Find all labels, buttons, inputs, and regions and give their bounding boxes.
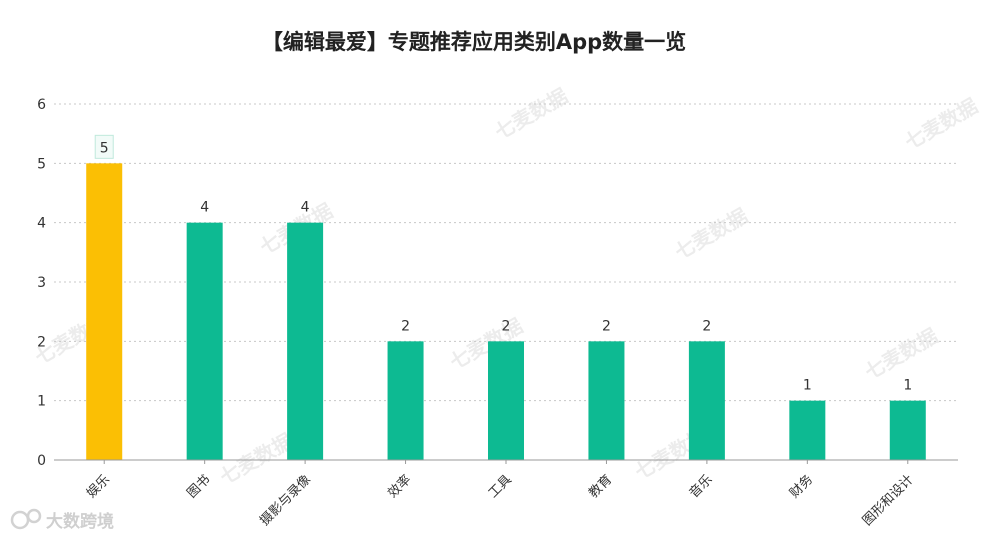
y-tick-label: 4 xyxy=(37,216,46,232)
y-tick-label: 0 xyxy=(37,453,46,469)
x-tick-label: 娱乐 xyxy=(84,472,113,501)
bar xyxy=(789,400,826,460)
watermark-text: 七麦数据 xyxy=(671,204,752,265)
data-label: 4 xyxy=(301,200,310,216)
y-tick-label: 5 xyxy=(37,156,46,172)
y-tick-label: 3 xyxy=(37,275,46,291)
x-tick-label: 效率 xyxy=(385,472,415,502)
logo-ring-icon xyxy=(26,508,42,524)
y-axis: 0 1 2 3 4 5 6 xyxy=(37,97,46,469)
x-tick-label: 摄影与录像 xyxy=(257,472,314,529)
data-label: 2 xyxy=(502,318,511,334)
logo-ring-icon xyxy=(10,510,30,530)
data-label-box xyxy=(94,134,114,159)
brand-logo: 大数跨境 xyxy=(10,508,114,532)
bar xyxy=(889,400,926,460)
watermark-text: 七麦数据 xyxy=(901,94,982,155)
data-label: 4 xyxy=(200,200,209,216)
bar xyxy=(186,222,223,460)
data-label: 5 xyxy=(100,140,109,156)
data-label: 2 xyxy=(602,318,611,334)
bar xyxy=(688,341,725,460)
x-tick-label: 工具 xyxy=(486,472,515,501)
y-tick-label: 2 xyxy=(37,334,46,350)
x-axis: 娱乐 图书 摄影与录像 效率 工具 教育 音乐 财务 图形和设计 xyxy=(54,459,958,529)
data-label: 2 xyxy=(702,318,711,334)
bar xyxy=(588,341,625,460)
chart-title: 【编辑最爱】专题推荐应用类别App数量一览 xyxy=(262,30,686,54)
bars xyxy=(86,163,926,461)
bar xyxy=(287,222,324,460)
data-labels: 5 4 4 2 2 2 2 1 1 xyxy=(94,134,912,394)
bar xyxy=(86,163,123,461)
x-tick-label: 图书 xyxy=(184,472,213,501)
bar xyxy=(387,341,424,460)
x-tick-label: 图形和设计 xyxy=(860,472,917,529)
y-tick-label: 6 xyxy=(37,97,46,113)
watermark-text: 七麦数据 xyxy=(861,324,942,385)
watermark-text: 七麦数据 xyxy=(216,429,297,490)
data-label: 1 xyxy=(903,378,912,394)
data-label: 1 xyxy=(803,378,812,394)
x-tick-label: 财务 xyxy=(786,472,816,502)
y-tick-label: 1 xyxy=(37,394,46,410)
x-tick-label: 音乐 xyxy=(686,472,716,502)
watermark-text: 七麦数据 xyxy=(491,84,572,145)
brand-text: 大数跨境 xyxy=(46,511,114,532)
x-tick-label: 教育 xyxy=(586,472,616,502)
bar xyxy=(488,341,524,460)
data-label: 2 xyxy=(401,318,410,334)
